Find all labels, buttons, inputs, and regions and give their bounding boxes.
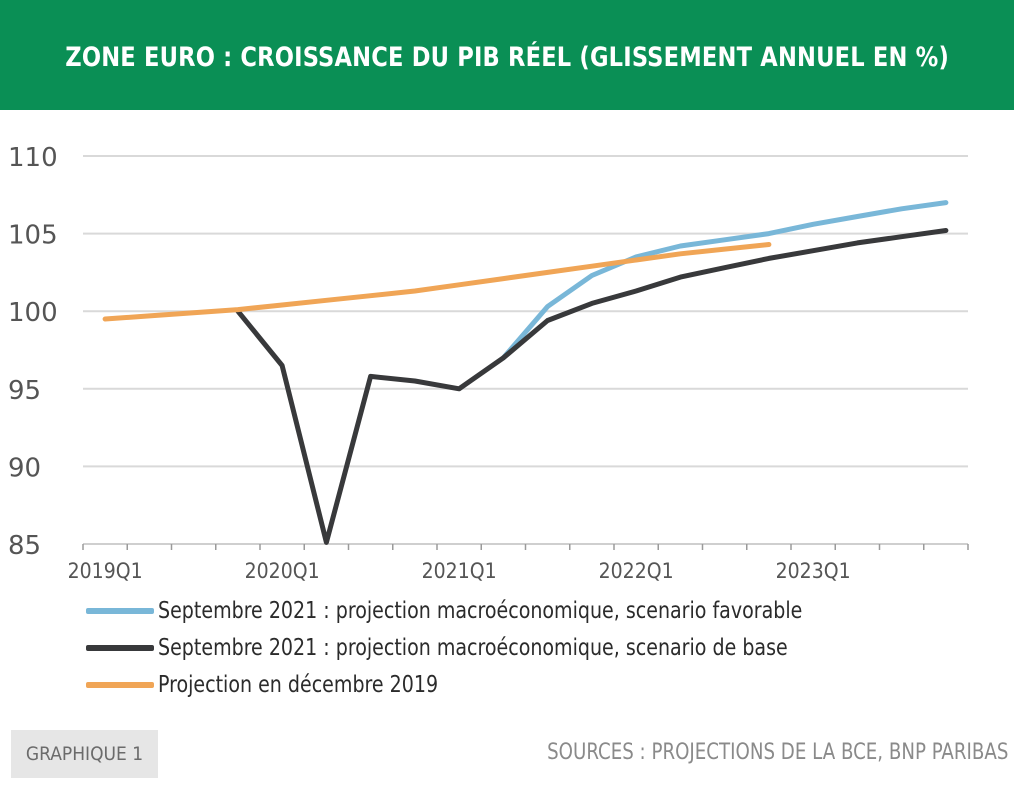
legend-item-base: Septembre 2021 : projection macroéconomi… (86, 629, 858, 666)
x-tick-label: 2019Q1 (68, 559, 143, 583)
legend-swatch-projection-2019 (86, 681, 154, 688)
legend-item-favorable: Septembre 2021 : projection macroéconomi… (86, 592, 858, 629)
legend-swatch-base (86, 644, 154, 651)
series-line-base (235, 228, 949, 545)
y-tick-label: 95 (8, 376, 41, 406)
legend-item-projection-2019: Projection en décembre 2019 (86, 666, 858, 703)
y-tick-label: 100 (8, 298, 58, 328)
x-tick-label: 2020Q1 (245, 559, 320, 583)
figure-badge: GRAPHIQUE 1 (11, 730, 158, 778)
chart-legend: Septembre 2021 : projection macroéconomi… (86, 592, 858, 703)
x-tick-label: 2021Q1 (422, 559, 497, 583)
series-line-favorable (500, 200, 949, 361)
chart-title: ZONE EURO : CROISSANCE DU PIB RÉEL (GLIS… (65, 41, 949, 73)
legend-label-favorable: Septembre 2021 : projection macroéconomi… (158, 597, 803, 624)
legend-label-base: Septembre 2021 : projection macroéconomi… (158, 634, 788, 661)
series-line-projection-2019 (102, 242, 772, 322)
chart-header: ZONE EURO : CROISSANCE DU PIB RÉEL (GLIS… (0, 0, 1014, 110)
legend-swatch-favorable (86, 607, 154, 614)
sources-note: SOURCES : PROJECTIONS DE LA BCE, BNP PAR… (546, 740, 1008, 765)
line-chart: 85 90 95 100 105 110 2019Q1 2020Q1 2021Q1 2022Q1 2… (8, 143, 969, 583)
y-tick-label: 105 (8, 221, 58, 251)
x-tick-label: 2022Q1 (599, 559, 674, 583)
legend-label-projection-2019: Projection en décembre 2019 (158, 671, 439, 698)
y-tick-label: 85 (8, 531, 41, 561)
y-tick-label: 110 (8, 143, 58, 173)
y-tick-label: 90 (8, 453, 41, 483)
x-tick-label: 2023Q1 (776, 559, 851, 583)
